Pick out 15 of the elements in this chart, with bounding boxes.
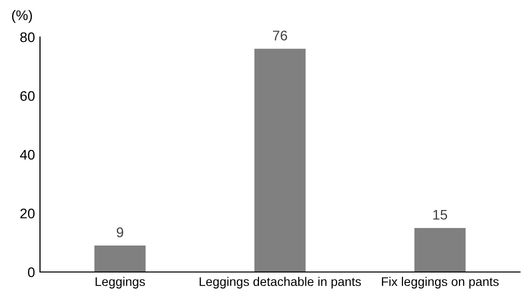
- data-label: 15: [433, 210, 448, 220]
- y-tick-label: 80: [20, 32, 35, 42]
- y-axis-title: (%): [12, 10, 32, 23]
- y-tick-label: 60: [20, 91, 35, 101]
- bar: [94, 246, 146, 272]
- y-tick-label: 20: [20, 208, 35, 218]
- x-tick-label: Leggings detachable in pants: [200, 276, 361, 289]
- data-label: 9: [116, 227, 124, 238]
- bar: [414, 228, 466, 272]
- bar: [254, 48, 306, 272]
- y-tick-label: 0: [28, 267, 35, 278]
- x-tick-label: Leggings: [96, 276, 145, 289]
- data-label: 76: [272, 30, 288, 40]
- x-tick-label: Fix leggings on pants: [382, 276, 499, 289]
- y-tick-label: 40: [20, 150, 35, 160]
